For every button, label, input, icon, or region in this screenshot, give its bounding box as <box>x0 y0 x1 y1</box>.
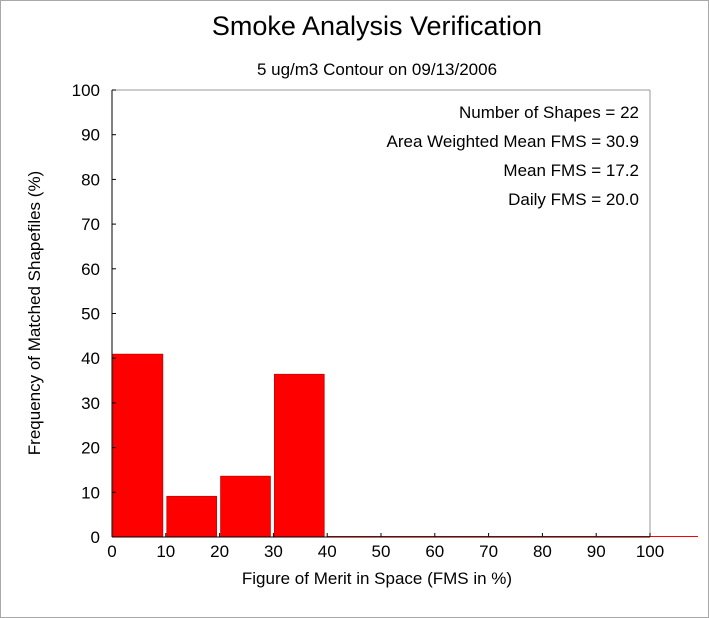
y-tick-label-10: 100 <box>72 81 100 100</box>
y-tick-label-2: 20 <box>81 439 100 458</box>
bars-group <box>112 353 698 538</box>
x-tick-label-6: 60 <box>425 542 444 561</box>
bar-bin-2 <box>220 475 271 538</box>
y-tick-label-4: 40 <box>81 349 100 368</box>
x-axis-label: Figure of Merit in Space (FMS in %) <box>242 569 512 588</box>
annotation-1: Area Weighted Mean FMS = 30.9 <box>387 132 639 151</box>
x-tick-label-8: 80 <box>533 542 552 561</box>
annotations-group: Number of Shapes = 22 Area Weighted Mean … <box>387 103 639 209</box>
x-tick-label-5: 50 <box>372 542 391 561</box>
x-tick-label-7: 70 <box>479 542 498 561</box>
y-axis-label: Frequency of Matched Shapefiles (%) <box>25 171 44 455</box>
bar-bin-1 <box>166 495 218 538</box>
x-tick-label-1: 10 <box>156 542 175 561</box>
x-tick-label-2: 20 <box>210 542 229 561</box>
y-tick-label-9: 90 <box>81 126 100 145</box>
chart-title: Smoke Analysis Verification <box>212 11 542 41</box>
y-tick-label-3: 30 <box>81 394 100 413</box>
annotation-0: Number of Shapes = 22 <box>459 103 639 122</box>
x-axis-ticks: 0 10 20 30 40 50 60 70 80 90 100 <box>107 533 664 561</box>
y-tick-label-5: 50 <box>81 305 100 324</box>
annotation-3: Daily FMS = 20.0 <box>508 190 639 209</box>
bar-bin-3 <box>273 373 325 538</box>
x-tick-label-9: 90 <box>587 542 606 561</box>
y-tick-label-0: 0 <box>91 528 100 547</box>
bar-bin-0 <box>112 353 164 538</box>
y-tick-label-6: 60 <box>81 260 100 279</box>
y-tick-label-8: 80 <box>81 170 100 189</box>
y-tick-label-1: 10 <box>81 483 100 502</box>
x-tick-label-0: 0 <box>107 542 116 561</box>
plot-border <box>111 89 651 538</box>
annotation-2: Mean FMS = 17.2 <box>503 161 639 180</box>
y-axis-ticks: 0 10 20 30 40 50 60 70 80 90 100 <box>72 81 116 547</box>
x-tick-label-3: 30 <box>264 542 283 561</box>
x-tick-label-10: 100 <box>636 542 664 561</box>
y-tick-label-7: 70 <box>81 215 100 234</box>
x-tick-label-4: 40 <box>318 542 337 561</box>
chart-subtitle: 5 ug/m3 Contour on 09/13/2006 <box>257 60 497 79</box>
